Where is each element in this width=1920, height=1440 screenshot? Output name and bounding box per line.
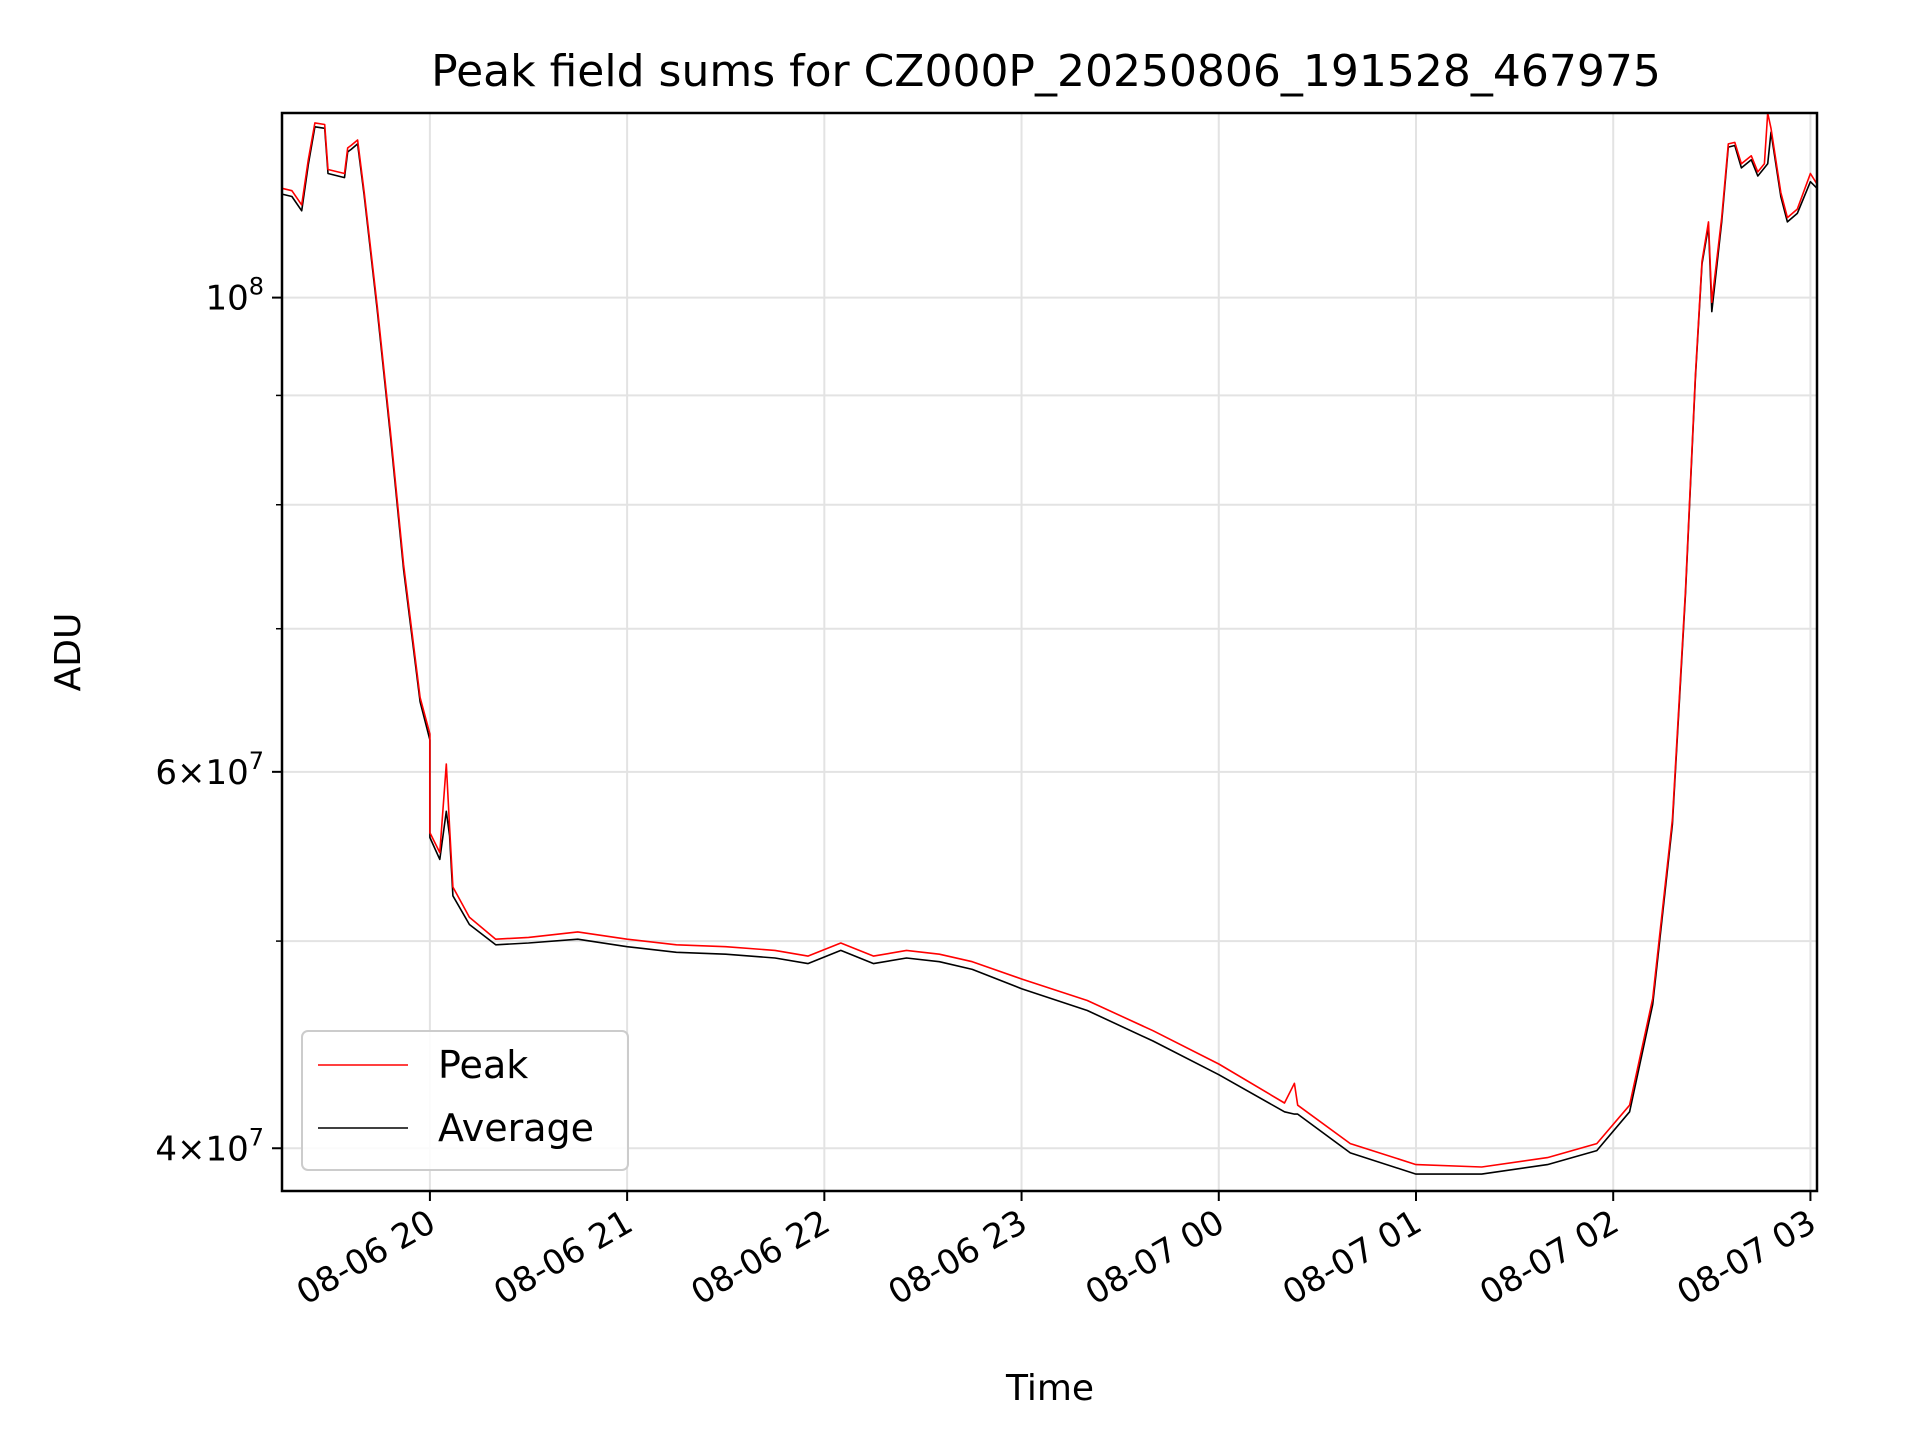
legend-average-label: Average xyxy=(438,1106,594,1150)
x-axis-label: Time xyxy=(1005,1368,1094,1409)
series-line-peak xyxy=(281,112,1818,1168)
plot-frame xyxy=(280,111,1819,1193)
y-axis-label: ADU xyxy=(48,613,89,692)
series-layer xyxy=(281,112,1818,1175)
y-tick-label: 108 xyxy=(205,273,264,319)
chart-title: Peak field sums for CZ000P_20250806_1915… xyxy=(431,46,1661,97)
legend: Peak Average xyxy=(301,1030,629,1171)
legend-peak-label: Peak xyxy=(438,1043,528,1087)
y-tick-label: 4×107 xyxy=(155,1123,264,1169)
y-tick-label: 6×107 xyxy=(155,747,264,793)
grid xyxy=(282,113,1817,1191)
